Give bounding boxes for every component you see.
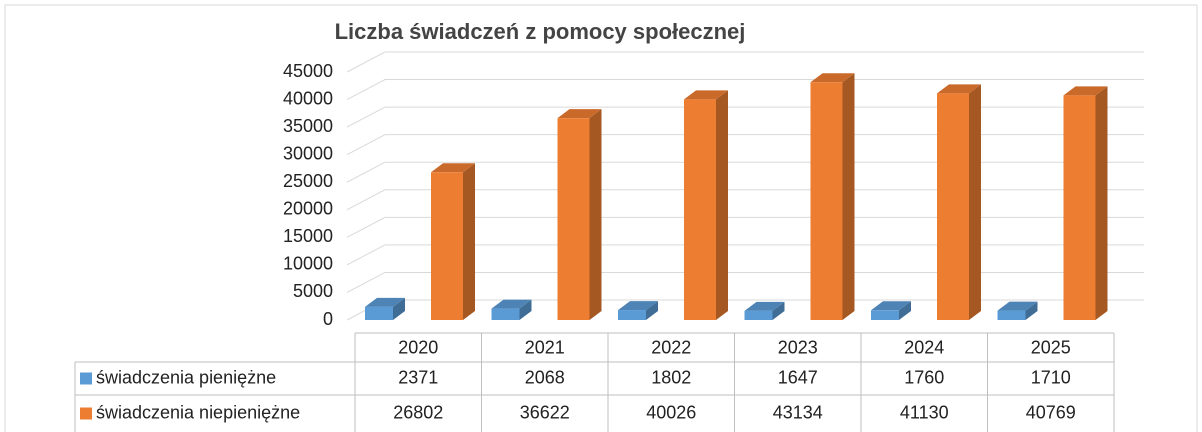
table-value: 1710 — [1031, 367, 1071, 387]
table-value: 40026 — [646, 402, 696, 422]
legend-swatch — [80, 407, 92, 420]
bar — [937, 93, 969, 320]
bar — [744, 310, 773, 320]
bar — [365, 306, 393, 320]
bar-top — [871, 301, 911, 311]
grid-line — [346, 271, 1144, 293]
bar-side — [519, 299, 532, 320]
grid-line — [346, 134, 1144, 156]
bar-side — [899, 301, 911, 320]
y-tick-label: 10000 — [283, 254, 333, 274]
grid-line — [346, 216, 1144, 238]
bar-top — [365, 297, 405, 307]
bar-top — [997, 301, 1038, 311]
y-tick-label: 20000 — [283, 199, 333, 219]
table-value: 36622 — [520, 402, 570, 422]
y-tick-label: 5000 — [293, 281, 333, 301]
table-value: 2068 — [525, 367, 565, 387]
y-tick-label: 15000 — [283, 226, 333, 246]
bar-top — [744, 301, 785, 311]
bar-side — [589, 109, 602, 320]
x-tick-label: 2023 — [778, 337, 818, 357]
bar-top — [684, 90, 728, 100]
legend-label: świadczenia niepieniężne — [96, 402, 300, 422]
bar — [431, 172, 463, 320]
bar-side — [1025, 301, 1038, 320]
bar — [557, 118, 590, 320]
bar — [810, 82, 843, 321]
y-tick-label: 45000 — [283, 61, 333, 81]
grid-line — [346, 161, 1144, 183]
x-tick-label: 2022 — [651, 337, 691, 357]
bar-side — [463, 163, 475, 320]
bar-top — [557, 109, 602, 119]
bar — [997, 310, 1026, 320]
bar-side — [842, 73, 855, 321]
bar-side — [716, 90, 728, 321]
x-tick-label: 2024 — [904, 337, 944, 357]
bar-top — [937, 84, 981, 94]
y-tick-label: 0 — [323, 309, 333, 329]
bar-side — [772, 301, 785, 320]
x-tick-label: 2021 — [525, 337, 565, 357]
bar-top — [810, 73, 855, 83]
bar — [1063, 95, 1096, 321]
legend-swatch — [80, 372, 92, 385]
bar — [684, 99, 716, 321]
y-tick-label: 35000 — [283, 116, 333, 136]
bar-top — [1063, 86, 1108, 96]
table-value: 1802 — [651, 367, 691, 387]
table-value: 41130 — [900, 402, 949, 422]
table-value: 26802 — [393, 402, 443, 422]
y-tick-label: 25000 — [283, 171, 333, 191]
grid-line — [346, 79, 1144, 100]
legend-label: świadczenia pieniężne — [96, 367, 276, 387]
table-value: 43134 — [773, 402, 823, 422]
bar-side — [646, 301, 658, 320]
bar-side — [969, 84, 981, 320]
table-value: 40769 — [1026, 402, 1076, 422]
bar — [618, 310, 646, 320]
chart-border — [4, 4, 1198, 432]
grid-line — [346, 51, 1144, 73]
y-tick-label: 30000 — [283, 143, 333, 163]
x-tick-label: 2020 — [398, 337, 438, 357]
table-value: 1647 — [778, 367, 818, 387]
bar — [491, 308, 520, 320]
table-value: 1760 — [904, 367, 944, 387]
bar-side — [1095, 86, 1108, 321]
bar-top — [618, 301, 658, 311]
bar-side — [393, 297, 405, 320]
bar-top — [491, 299, 532, 309]
grid-line — [346, 244, 1144, 266]
bar — [871, 310, 899, 320]
bar-top — [431, 163, 475, 173]
y-tick-label: 40000 — [283, 88, 333, 108]
grid-line — [346, 106, 1144, 128]
table-value: 2371 — [398, 367, 438, 387]
grid-line — [346, 189, 1144, 211]
chart-title: Liczba świadczeń z pomocy społecznej — [335, 19, 746, 44]
x-tick-label: 2025 — [1031, 337, 1071, 357]
